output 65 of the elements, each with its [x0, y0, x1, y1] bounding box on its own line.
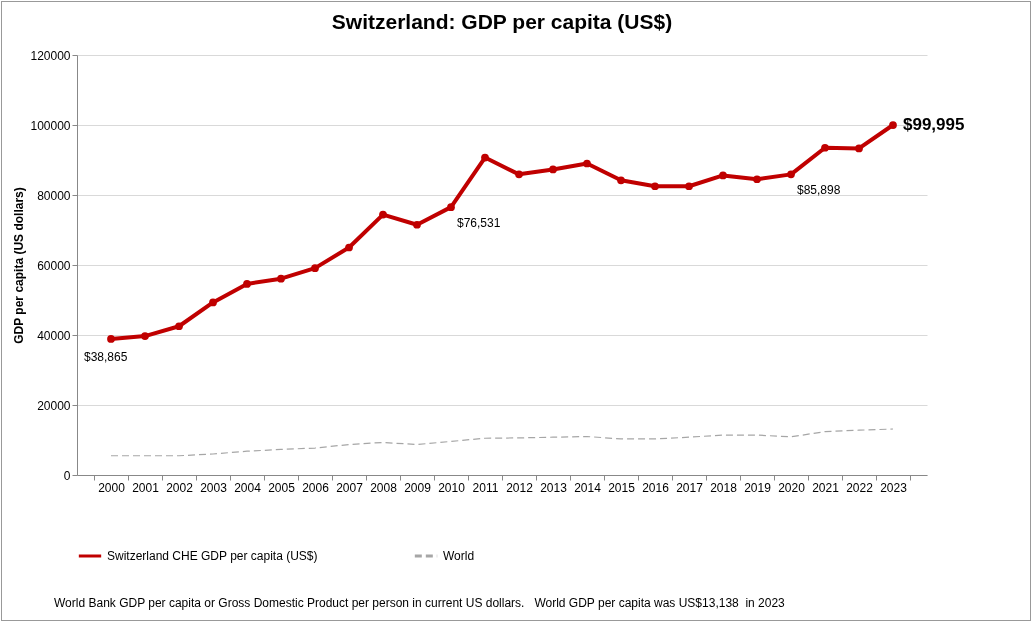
point: [787, 170, 795, 179]
y-tick-label: 100000: [30, 118, 71, 133]
x-tick-label: 2017: [676, 480, 704, 495]
point: [141, 332, 149, 340]
data-label: $85,898: [797, 183, 841, 198]
data-label: $99,995: [903, 115, 965, 135]
point: [311, 264, 319, 273]
point: [515, 170, 523, 179]
x-tick-label: 2023: [880, 480, 908, 495]
y-tick-label: 40000: [37, 328, 71, 343]
point: [447, 203, 455, 212]
x-tick-label: 2011: [472, 480, 499, 495]
point: [481, 153, 489, 162]
point: [413, 220, 421, 229]
x-tick-label: 2006: [302, 480, 330, 495]
x-tick-label: 2015: [608, 480, 636, 495]
point: [889, 121, 897, 129]
text: World Bank GDP per capita or Gross Domestic Product per person in current US dollars. World GDP per capita was US$13,138 in 2023: [54, 596, 785, 610]
y-tick-label: 60000: [37, 258, 71, 273]
x-tick-label: 2019: [744, 480, 772, 495]
data-label: $76,531: [457, 216, 501, 231]
y-tick-label: 80000: [37, 188, 71, 203]
x-tick-label: 2008: [370, 480, 398, 495]
point: [855, 144, 863, 153]
point: [753, 175, 761, 184]
point: [821, 143, 829, 152]
x-tick-label: 2022: [846, 480, 874, 495]
x-tick-label: 2000: [98, 480, 126, 495]
chart-title: Switzerland: GDP per capita (US$): [331, 10, 673, 33]
y-tick-label: 0: [63, 468, 71, 483]
data-label: $38,865: [84, 349, 128, 364]
x-tick-label: 2013: [540, 480, 568, 495]
x-tick-label: 2012: [506, 480, 534, 495]
x-tick-label: 2020: [778, 480, 806, 495]
point: [685, 182, 693, 191]
x-tick-label: 2010: [438, 480, 466, 495]
point: [617, 176, 625, 185]
legend-label: World: [443, 549, 475, 563]
point: [345, 243, 353, 252]
x-tick-label: 2014: [574, 480, 602, 495]
x-tick-label: 2004: [234, 480, 262, 495]
x-tick-label: 2007: [336, 480, 364, 495]
x-tick-label: 2009: [404, 480, 432, 495]
point: [277, 274, 285, 283]
point: [175, 322, 183, 331]
line-series: [110, 428, 894, 457]
point: [651, 182, 659, 191]
x-tick-label: 2001: [132, 480, 160, 495]
point: [719, 171, 727, 180]
point: [379, 210, 387, 219]
point: [209, 298, 217, 307]
point: [549, 165, 557, 174]
y-tick-label: 20000: [37, 398, 71, 413]
x-tick-label: 2018: [710, 480, 738, 495]
x-tick-label: 2021: [812, 480, 840, 495]
x-tick-label: 2016: [642, 480, 670, 495]
legend-label: Switzerland CHE GDP per capita (US$): [107, 549, 318, 563]
x-tick-label: 2002: [166, 480, 194, 495]
y-axis-title: GDP per capita (US dollars): [12, 187, 27, 344]
x-tick-label: 2005: [268, 480, 296, 495]
point: [107, 335, 115, 343]
point: [243, 280, 251, 288]
point: [583, 159, 591, 168]
y-tick-label: 120000: [30, 48, 71, 63]
x-tick-label: 2003: [200, 480, 228, 495]
